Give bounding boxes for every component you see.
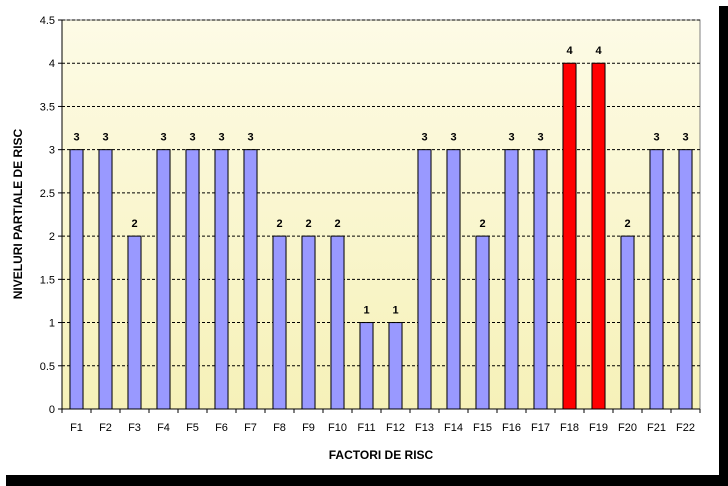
x-tick-label-f1: F1 <box>70 422 83 434</box>
y-tick-label: 2.5 <box>40 188 55 200</box>
x-tick-label-f4: F4 <box>157 422 170 434</box>
x-tick-label-f14: F14 <box>444 422 463 434</box>
y-tick-label: 2 <box>49 231 55 243</box>
x-tick-label-f13: F13 <box>415 422 434 434</box>
bar-f15 <box>475 235 490 410</box>
data-label-f20: 2 <box>624 218 630 230</box>
x-tick-label-f22: F22 <box>676 422 695 434</box>
y-tick-label: 4.5 <box>40 15 55 27</box>
bar-f8 <box>272 235 287 410</box>
bar-f11 <box>359 322 374 410</box>
y-tick-label: 1 <box>49 318 55 330</box>
data-label-f19: 4 <box>595 45 602 57</box>
data-label-f18: 4 <box>566 45 573 57</box>
bar-f1 <box>69 149 84 410</box>
x-tick-label-f18: F18 <box>560 422 579 434</box>
bar-f3 <box>127 235 142 410</box>
data-label-f5: 3 <box>189 132 195 144</box>
data-label-f9: 2 <box>305 218 311 230</box>
y-tick-label: 1.5 <box>40 274 55 286</box>
data-label-f13: 3 <box>421 132 427 144</box>
x-tick-label-f7: F7 <box>244 422 257 434</box>
data-label-f22: 3 <box>682 132 688 144</box>
bar-f10 <box>330 235 345 410</box>
x-tick-label-f21: F21 <box>647 422 666 434</box>
x-axis-title: FACTORI DE RISC <box>329 448 434 462</box>
bar-f7 <box>243 149 258 410</box>
data-label-f6: 3 <box>218 132 224 144</box>
x-tick-label-f2: F2 <box>99 422 112 434</box>
x-tick-label-f9: F9 <box>302 422 315 434</box>
bar-f22 <box>678 149 693 410</box>
x-tick-label-f19: F19 <box>589 422 608 434</box>
y-tick-label: 4 <box>49 58 55 70</box>
data-label-f11: 1 <box>363 305 369 317</box>
bar-f2 <box>98 149 113 410</box>
data-label-f8: 2 <box>276 218 282 230</box>
bar-f20 <box>620 235 635 410</box>
bar-f13 <box>417 149 432 410</box>
x-tick-label-f8: F8 <box>273 422 286 434</box>
data-label-f10: 2 <box>334 218 340 230</box>
bar-f21 <box>649 149 664 410</box>
bar-f14 <box>446 149 461 410</box>
data-label-f16: 3 <box>508 132 514 144</box>
bar-f9 <box>301 235 316 410</box>
bar-f16 <box>504 149 519 410</box>
y-tick-label: 0 <box>49 404 55 416</box>
data-label-f3: 2 <box>131 218 137 230</box>
x-tick-label-f20: F20 <box>618 422 637 434</box>
x-tick-label-f10: F10 <box>328 422 347 434</box>
y-axis-title: NIVELURI PARTIALE DE RISC <box>11 128 25 299</box>
x-tick-label-f5: F5 <box>186 422 199 434</box>
data-label-f1: 3 <box>73 132 79 144</box>
data-label-f21: 3 <box>653 132 659 144</box>
bar-f5 <box>185 149 200 410</box>
data-label-f12: 1 <box>392 305 398 317</box>
x-tick-label-f16: F16 <box>502 422 521 434</box>
y-tick-label: 3 <box>49 145 55 157</box>
x-tick-label-f17: F17 <box>531 422 550 434</box>
data-label-f4: 3 <box>160 132 166 144</box>
data-label-f15: 2 <box>479 218 485 230</box>
data-label-f7: 3 <box>247 132 253 144</box>
bar-f19 <box>591 62 606 410</box>
x-tick-label-f12: F12 <box>386 422 405 434</box>
x-tick-label-f6: F6 <box>215 422 228 434</box>
y-tick-label: 3.5 <box>40 101 55 113</box>
x-tick-label-f15: F15 <box>473 422 492 434</box>
bar-f18 <box>562 62 577 410</box>
bar-f12 <box>388 322 403 410</box>
bar-f4 <box>156 149 171 410</box>
data-label-f17: 3 <box>537 132 543 144</box>
bar-f6 <box>214 149 229 410</box>
data-label-f2: 3 <box>102 132 108 144</box>
bar-f17 <box>533 149 548 410</box>
x-tick-label-f3: F3 <box>128 422 141 434</box>
y-tick-label: 0.5 <box>40 361 55 373</box>
x-tick-label-f11: F11 <box>357 422 375 434</box>
data-label-f14: 3 <box>450 132 456 144</box>
